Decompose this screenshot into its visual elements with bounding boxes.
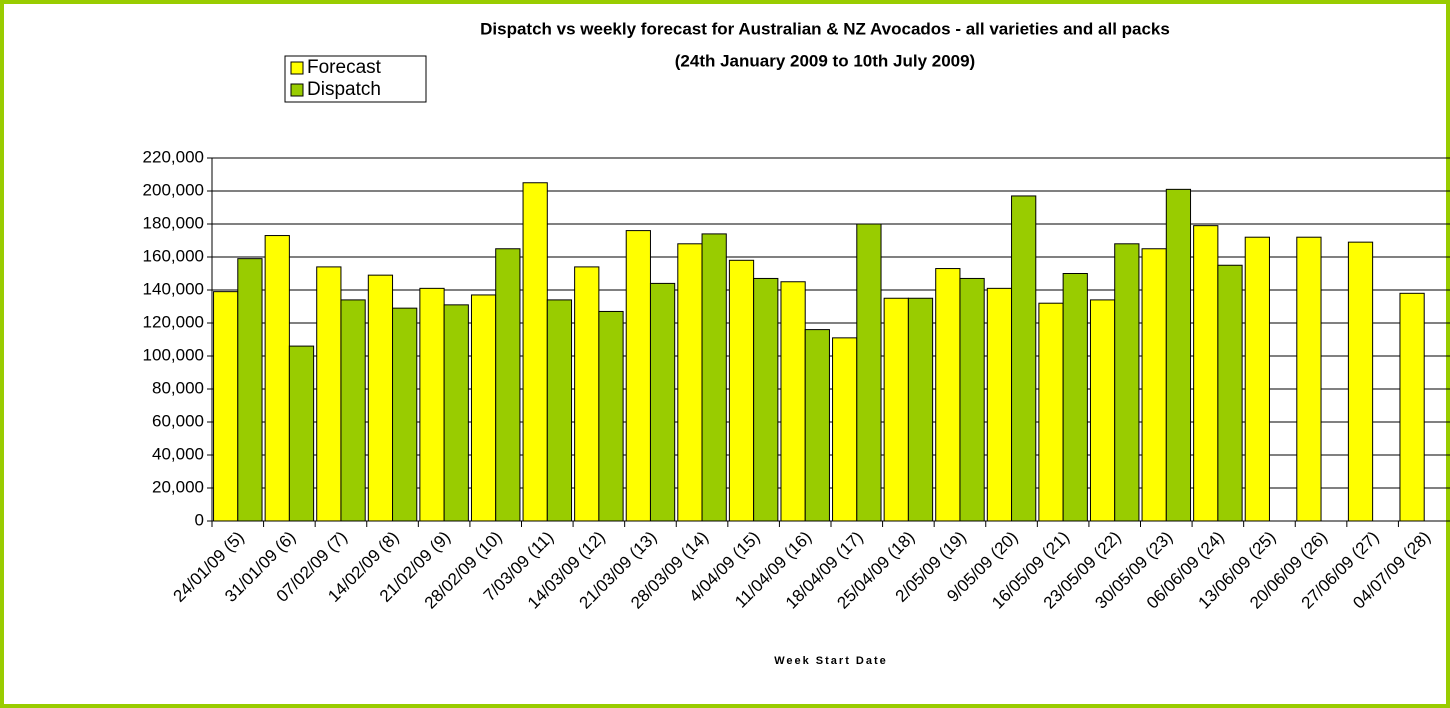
legend-label: Forecast	[307, 57, 382, 78]
bar	[1165, 188, 1192, 522]
bar	[443, 304, 469, 522]
bar	[1089, 299, 1116, 522]
bar	[1296, 236, 1322, 522]
bar	[677, 243, 703, 522]
bar	[264, 235, 290, 522]
bar	[1114, 243, 1140, 522]
y-tick-label: 160,000	[143, 246, 204, 265]
bar	[728, 259, 755, 522]
bar	[237, 258, 263, 522]
legend-swatch	[290, 83, 304, 97]
bar	[935, 268, 961, 522]
bar	[495, 248, 521, 522]
bar	[340, 299, 366, 522]
bar	[1038, 302, 1064, 522]
bar	[649, 282, 676, 522]
y-tick-label: 60,000	[152, 411, 204, 430]
bar	[1347, 241, 1374, 522]
bar	[213, 291, 239, 522]
bar	[907, 297, 934, 522]
bar	[1217, 264, 1243, 522]
legend-box	[284, 55, 427, 103]
y-tick-label: 20,000	[152, 477, 204, 496]
bar	[392, 307, 418, 522]
bar	[546, 299, 573, 522]
y-tick-label: 0	[195, 510, 204, 529]
y-tick-label: 200,000	[143, 180, 204, 199]
chart-title: Dispatch vs weekly forecast for Australi…	[480, 19, 1170, 38]
bar	[883, 297, 909, 522]
bar	[625, 230, 651, 522]
bar	[1141, 248, 1167, 522]
bar	[1062, 273, 1088, 522]
bar	[367, 274, 394, 522]
bar	[316, 266, 342, 522]
bar	[832, 337, 858, 522]
bar	[1011, 195, 1037, 522]
bar	[753, 277, 779, 522]
y-tick-label: 180,000	[143, 213, 204, 232]
y-tick-label: 140,000	[143, 279, 204, 298]
y-tick-label: 40,000	[152, 444, 204, 463]
bar	[1193, 225, 1219, 522]
bar	[288, 345, 315, 522]
bar	[522, 182, 548, 522]
bar	[986, 287, 1013, 522]
bar	[574, 266, 600, 522]
bar	[598, 310, 624, 522]
x-axis-label: Week Start Date	[774, 655, 888, 667]
y-tick-label: 100,000	[143, 345, 204, 364]
bar	[959, 277, 985, 522]
y-tick-label: 220,000	[143, 147, 204, 166]
chart-subtitle: (24th January 2009 to 10th July 2009)	[675, 51, 975, 70]
bar	[1399, 292, 1425, 522]
bar	[470, 294, 497, 522]
y-tick-label: 80,000	[152, 378, 204, 397]
legend-label: Dispatch	[307, 79, 381, 100]
bar	[780, 281, 806, 522]
bar	[1244, 236, 1270, 522]
bar	[701, 233, 727, 522]
legend-swatch	[290, 61, 304, 75]
bar	[804, 329, 830, 522]
y-tick-label: 120,000	[143, 312, 204, 331]
bar	[856, 223, 882, 522]
bar	[419, 287, 445, 522]
